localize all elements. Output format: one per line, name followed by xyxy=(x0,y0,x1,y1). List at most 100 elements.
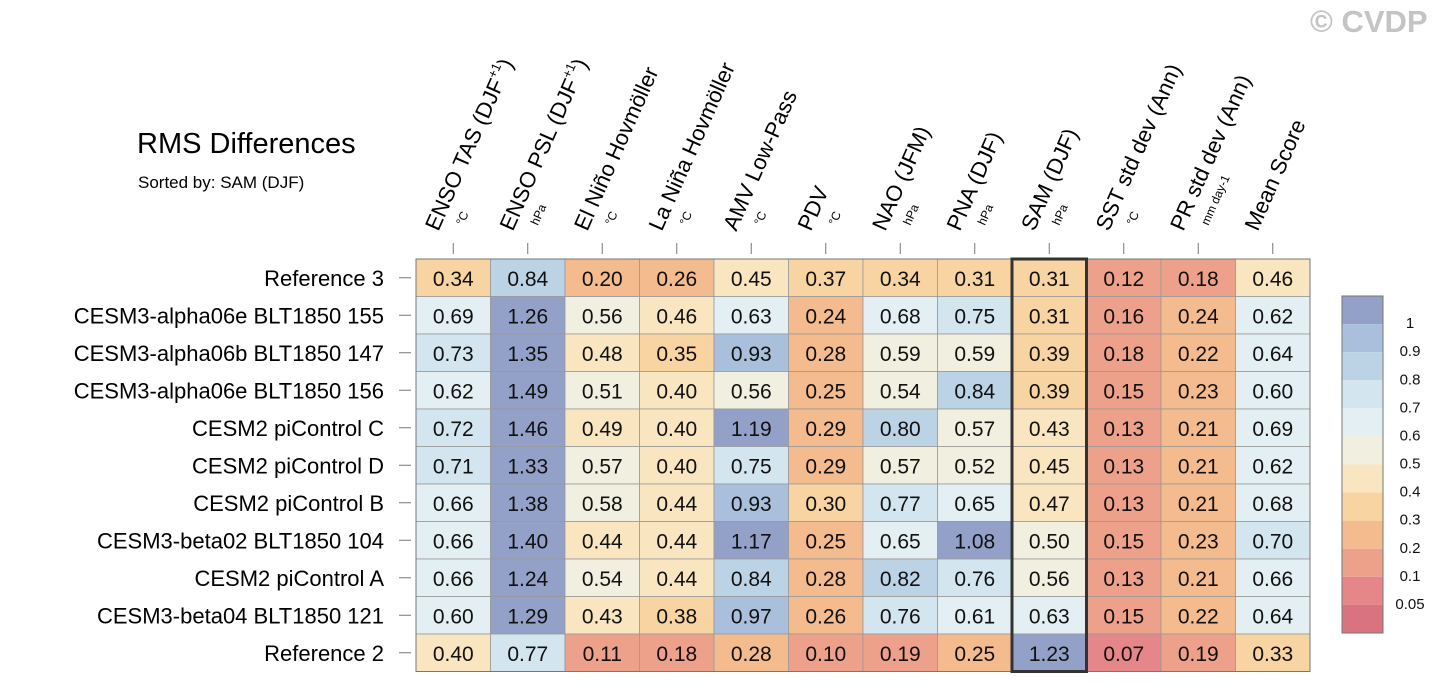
cell-value: 0.34 xyxy=(880,268,921,291)
heatmap-cell xyxy=(1235,333,1311,372)
cell-value: 0.77 xyxy=(880,493,921,516)
cell-value: 0.58 xyxy=(582,493,623,516)
colorbar-swatch xyxy=(1342,352,1383,381)
cell-value: 0.70 xyxy=(1252,530,1293,553)
heatmap-cell xyxy=(1235,371,1311,410)
cell-value: 0.13 xyxy=(1103,568,1144,591)
heatmap-cell xyxy=(639,408,715,447)
cell-value: 0.24 xyxy=(1178,305,1219,328)
colorbar-swatch xyxy=(1342,604,1383,633)
cell-value: 0.75 xyxy=(954,305,995,328)
cell-value: 0.54 xyxy=(880,380,921,403)
heatmap-cell xyxy=(1011,483,1087,522)
chart-title: RMS Differences xyxy=(137,128,356,160)
heatmap-cell xyxy=(1086,483,1162,522)
cell-value: 0.59 xyxy=(880,343,921,366)
colorbar-label: 0.9 xyxy=(1400,343,1421,360)
cell-value: 0.84 xyxy=(507,268,548,291)
cell-value: 0.62 xyxy=(1252,305,1293,328)
cell-value: 0.21 xyxy=(1178,455,1219,478)
heatmap-cell xyxy=(564,596,640,635)
heatmap-cell xyxy=(564,633,640,672)
heatmap-cell xyxy=(1011,296,1087,335)
row-label: CESM2 piControl B xyxy=(193,491,384,516)
heatmap-cell xyxy=(490,483,566,522)
cell-value: 0.44 xyxy=(582,530,623,553)
heatmap-cell xyxy=(1011,558,1087,597)
heatmap-cell xyxy=(788,596,864,635)
column-label: NAO (JFM) xyxy=(867,122,935,234)
cell-value: 0.84 xyxy=(954,380,995,403)
heatmap-cell xyxy=(1160,521,1236,560)
cell-value: 0.21 xyxy=(1178,568,1219,591)
cell-value: 0.15 xyxy=(1103,530,1144,553)
cell-value: 0.21 xyxy=(1178,493,1219,516)
heatmap-cell xyxy=(713,446,789,485)
column-unit: hPa xyxy=(1049,202,1071,227)
cell-value: 0.31 xyxy=(1029,305,1070,328)
heatmap-cell xyxy=(788,296,864,335)
cell-value: 1.38 xyxy=(507,493,548,516)
cell-value: 0.44 xyxy=(656,493,697,516)
cell-value: 0.75 xyxy=(731,455,772,478)
heatmap-cell xyxy=(564,371,640,410)
heatmap-cell xyxy=(788,633,864,672)
cell-value: 0.66 xyxy=(433,493,474,516)
cell-value: 0.19 xyxy=(1178,643,1219,666)
heatmap-cell xyxy=(788,446,864,485)
heatmap-cell xyxy=(937,483,1013,522)
heatmap-cell xyxy=(490,408,566,447)
cell-value: 0.66 xyxy=(1252,568,1293,591)
cell-value: 0.20 xyxy=(582,268,623,291)
heatmap-cell xyxy=(713,483,789,522)
cell-value: 0.51 xyxy=(582,380,623,403)
heatmap-cell xyxy=(1086,446,1162,485)
heatmap-cell xyxy=(713,296,789,335)
cell-value: 0.22 xyxy=(1178,343,1219,366)
copyright-watermark: © CVDP xyxy=(1310,4,1428,39)
cell-value: 0.07 xyxy=(1103,643,1144,666)
heatmap-cell xyxy=(1011,408,1087,447)
cell-value: 0.44 xyxy=(656,568,697,591)
chart-subtitle: Sorted by: SAM (DJF) xyxy=(138,173,305,192)
heatmap-border xyxy=(415,258,1311,672)
heatmap-cell xyxy=(1086,596,1162,635)
cell-value: 0.80 xyxy=(880,418,921,441)
cell-value: 0.59 xyxy=(954,343,995,366)
heatmap-cell xyxy=(639,371,715,410)
heatmap-cell xyxy=(490,446,566,485)
cell-value: 1.49 xyxy=(507,380,548,403)
cell-value: 0.10 xyxy=(805,643,846,666)
heatmap-cell xyxy=(937,596,1013,635)
cell-value: 0.65 xyxy=(880,530,921,553)
cell-value: 0.97 xyxy=(731,605,772,628)
heatmap-cell xyxy=(788,333,864,372)
cell-value: 0.47 xyxy=(1029,493,1070,516)
heatmap-cell xyxy=(937,633,1013,672)
cell-value: 0.50 xyxy=(1029,530,1070,553)
heatmap-cell xyxy=(1086,408,1162,447)
cell-value: 0.29 xyxy=(805,455,846,478)
cell-value: 1.19 xyxy=(731,418,772,441)
heatmap-cell xyxy=(788,483,864,522)
cell-value: 0.25 xyxy=(805,530,846,553)
column-label: Mean Score xyxy=(1239,115,1310,234)
cell-value: 0.57 xyxy=(954,418,995,441)
heatmap-cell xyxy=(490,521,566,560)
cell-value: 0.46 xyxy=(656,305,697,328)
cell-value: 0.84 xyxy=(731,568,772,591)
heatmap-cell xyxy=(564,483,640,522)
cell-value: 0.34 xyxy=(433,268,474,291)
cell-value: 0.54 xyxy=(582,568,623,591)
cell-value: 1.46 xyxy=(507,418,548,441)
cell-value: 0.43 xyxy=(1029,418,1070,441)
heatmap-cell xyxy=(490,258,566,297)
colorbar-swatch xyxy=(1342,576,1383,605)
heatmap-cell xyxy=(1086,633,1162,672)
cell-value: 0.45 xyxy=(731,268,772,291)
heatmap-cell xyxy=(862,596,938,635)
colorbar-label: 0.5 xyxy=(1400,456,1421,473)
column-unit: °C xyxy=(677,209,695,227)
heatmap-cell xyxy=(564,558,640,597)
